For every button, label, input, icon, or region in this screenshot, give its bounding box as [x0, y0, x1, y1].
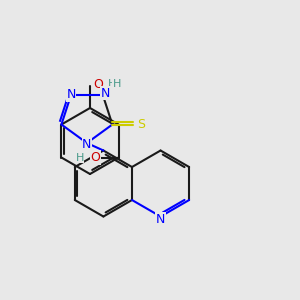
Text: H: H	[75, 152, 84, 163]
Text: H: H	[112, 79, 121, 89]
Text: O: O	[94, 77, 103, 91]
Text: S: S	[137, 118, 145, 131]
Text: N: N	[101, 86, 110, 100]
Text: N: N	[67, 88, 76, 101]
Text: N: N	[82, 138, 92, 151]
Text: N: N	[156, 213, 165, 226]
Text: H: H	[108, 79, 116, 89]
Text: O: O	[91, 151, 100, 164]
